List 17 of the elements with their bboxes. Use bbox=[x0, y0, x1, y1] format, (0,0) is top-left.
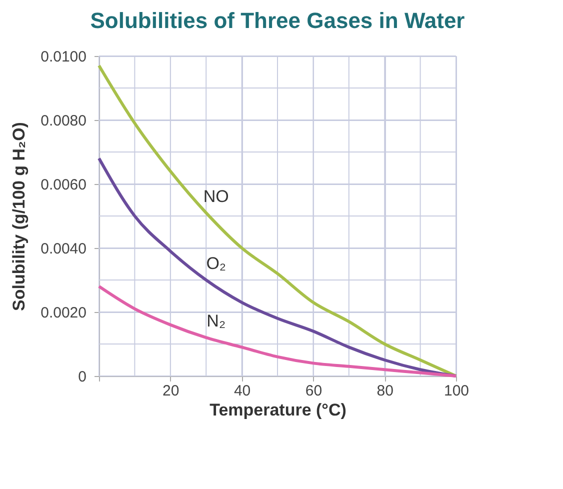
y-tick-label: 0.0060 bbox=[40, 176, 86, 194]
x-tick-label: 100 bbox=[444, 382, 470, 400]
x-tick-label: 20 bbox=[162, 382, 180, 400]
y-tick-label: 0.0020 bbox=[40, 304, 86, 322]
series-label: O₂ bbox=[206, 254, 226, 273]
chart-title: Solubilities of Three Gases in Water bbox=[90, 8, 466, 33]
y-axis-title: Solubility (g/100 g H₂O) bbox=[10, 122, 29, 311]
series-label: NO bbox=[203, 186, 229, 206]
x-tick-label: 40 bbox=[234, 382, 251, 400]
series-label: N₂ bbox=[206, 312, 226, 331]
y-tick-label: 0.0040 bbox=[40, 240, 86, 258]
x-axis-title: Temperature (°C) bbox=[210, 400, 346, 420]
y-tick-label: 0 bbox=[78, 368, 86, 386]
x-tick-label: 80 bbox=[376, 382, 394, 400]
y-tick-label: 0.0080 bbox=[40, 112, 86, 130]
y-tick-label: 0.0100 bbox=[40, 48, 86, 66]
x-tick-label: 60 bbox=[305, 382, 322, 400]
